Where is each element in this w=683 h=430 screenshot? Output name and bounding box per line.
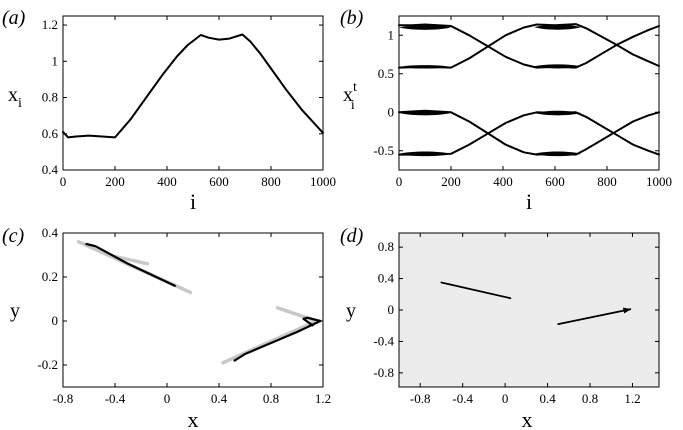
panel-c-xtick-label: 0 [164,391,171,406]
panel-a-ytick-label: 0.6 [42,126,59,141]
panel-d-ytick-label: 0 [388,302,395,317]
panel-a-ylabel-sub: i [18,96,22,111]
panel-c-series-black-upper [85,242,176,287]
panel-d-plot-area [399,233,659,387]
panel-d-xtick-label: 0 [502,391,509,406]
panel-a-xtick-label: 800 [261,174,281,189]
panel-c-series-gray-lower-long [221,319,319,365]
panel-d-ytick-label: -0.8 [373,365,394,380]
panel-d-xlabel: x [522,407,533,430]
panel-a-xtick-label: 400 [157,174,177,189]
panel-d-series-segment-upper [440,281,512,300]
panel-a-ytick-label: 0.4 [42,162,59,177]
panel-a-xtick-label: 0 [60,174,67,189]
panel-b-ytick-label: 0 [388,104,395,119]
panel-d-xtick-label: -0.8 [410,391,431,406]
panel-c-xtick-label: -0.4 [105,391,126,406]
panel-c-ylabel-main: y [10,300,20,322]
panel-d-ticks: -0.8 -0.4 0 0.4 0.8 1.2 -0.8 -0.4 0 0.4 0.8 [373,233,659,406]
panel-b-frame [398,15,660,171]
panel-b-ylabel-sub: i [351,98,355,113]
panel-b-band-0 [399,25,451,30]
panel-a-ytick-label: 0.8 [42,90,58,105]
panel-c-series-black-lower [233,316,322,362]
panel-b-series-layer [398,23,660,156]
panel-b-xtick-label: 800 [597,174,617,189]
panel-c: -0.8 -0.4 0 0.4 0.8 1.2 -0.2 0 0.2 0.4 (c) x y [2,225,331,430]
panel-d-series-layer [440,281,632,326]
panel-b-xtick-label: 0 [396,174,403,189]
panel-b-ytick-label: 0.5 [378,66,394,81]
panel-c-ytick-label: 0 [52,313,59,328]
panel-d-ylabel-main: y [346,300,356,322]
panel-b-label: (b) [340,7,364,29]
panel-b-series-upper-rising [398,23,660,69]
panel-a-ytick-label: 1.2 [42,17,58,32]
panel-d-ytick-label: 0.4 [378,271,395,286]
panel-d-series-segment-lower [557,307,632,326]
panel-d-xtick-label: 0.4 [539,391,556,406]
panel-b: 0 200 400 600 800 1000-0.500.51 (b) i xt i [340,7,672,214]
panel-b-plot-area [399,16,659,170]
panel-c-ytick-label: 0.4 [42,225,59,240]
panel-a-label: (a) [2,7,26,29]
panel-d-xtick-label: 0.8 [582,391,598,406]
panel-c-xtick-label: 1.2 [315,391,331,406]
panel-b-ylabel: xt i [343,80,357,113]
panel-a-series-x_i [62,33,324,139]
panel-d: -0.8 -0.4 0 0.4 0.8 1.2-0.8-0.400.40.8 (d) x … [340,225,660,430]
panel-b-xtick-label: 600 [545,174,565,189]
panel-b-ylabel-sup: t [353,80,357,95]
panel-b-ylabel-main: x [343,84,353,106]
panel-a-xlabel: i [190,189,196,214]
panel-b-band-4 [534,24,581,30]
panel-b-ytick-label: -0.5 [373,143,394,158]
panel-a-ticks: 0 200 400 600 800 1000 0.4 0.6 0.8 1 1.2 [42,16,336,189]
panel-a-ylabel: xi [8,84,22,111]
panel-d-label: (d) [340,225,364,247]
panel-d-ytick-label: -0.4 [373,333,394,348]
panel-c-frame [62,232,324,388]
panel-b-series-upper-falling [398,23,660,69]
panel-c-xtick-label: -0.8 [53,391,74,406]
panel-c-ytick-label: -0.2 [37,357,58,372]
panel-b-series-lower-rising [398,111,660,156]
panel-b-xtick-label: 200 [441,174,461,189]
panel-d-ytick-label: 0.8 [378,239,394,254]
panel-c-ticks: -0.8 -0.4 0 0.4 0.8 1.2 -0.2 0 0.2 0.4 [37,225,331,406]
panel-a-series-layer [62,33,324,139]
panel-c-ylabel: y [10,300,20,322]
panel-b-xlabel: i [526,189,532,214]
panel-c-ytick-label: 0.2 [42,269,58,284]
panel-a-frame [62,15,324,171]
panel-d-ylabel: y [346,300,356,322]
panel-b-xtick-label: 1000 [646,174,672,189]
panel-c-series-layer [76,240,322,365]
panel-b-ticks: 0 200 400 600 800 1000 -0.5 0 0.5 1 [373,16,672,189]
panel-c-xtick-label: 0.4 [211,391,228,406]
panel-d-xtick-label: 1.2 [624,391,640,406]
panel-b-ytick-label: 1 [388,27,395,42]
panel-a-xtick-label: 600 [209,174,229,189]
panel-b-series-lower-falling [398,109,660,156]
panel-d-xtick-label: -0.4 [452,391,473,406]
panel-b-xtick-label: 400 [493,174,513,189]
panel-a-xtick-label: 1000 [310,174,336,189]
panel-a-plot-area [63,16,323,170]
panel-a-xtick-label: 200 [105,174,125,189]
panel-c-xtick-label: 0.8 [263,391,279,406]
panel-c-label: (c) [2,225,25,247]
panel-a-ylabel-main: x [8,84,18,106]
panel-c-xlabel: x [188,407,199,430]
panel-a-ytick-label: 1 [52,53,59,68]
